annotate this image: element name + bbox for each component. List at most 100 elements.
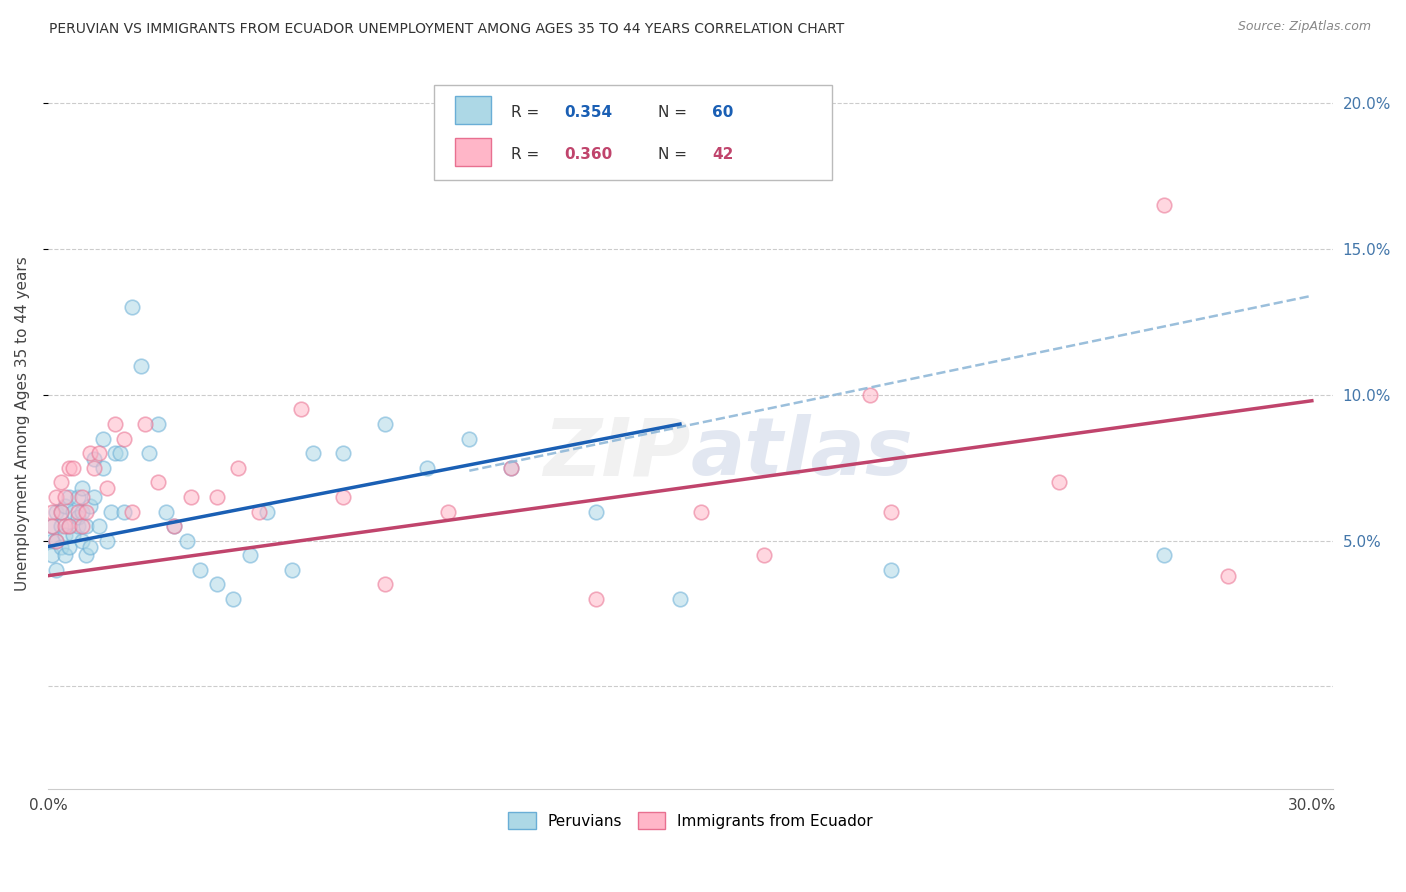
Point — [49, 504, 72, 518]
Point — [45, 533, 67, 548]
Point — [96, 533, 118, 548]
Text: 42: 42 — [713, 147, 734, 162]
Point — [205, 490, 228, 504]
Point — [501, 460, 523, 475]
Point — [49, 540, 72, 554]
Point — [58, 519, 80, 533]
Point — [70, 490, 93, 504]
Point — [75, 548, 97, 562]
Point — [41, 519, 63, 533]
Text: PERUVIAN VS IMMIGRANTS FROM ECUADOR UNEMPLOYMENT AMONG AGES 35 TO 44 YEARS CORRE: PERUVIAN VS IMMIGRANTS FROM ECUADOR UNEM… — [49, 22, 845, 37]
Point — [79, 499, 101, 513]
Y-axis label: Unemployment Among Ages 35 to 44 years: Unemployment Among Ages 35 to 44 years — [15, 257, 30, 591]
Point — [66, 519, 89, 533]
Point — [754, 548, 776, 562]
Point — [66, 504, 89, 518]
Point — [62, 460, 84, 475]
Point — [239, 548, 262, 562]
Point — [41, 504, 63, 518]
Point — [70, 504, 93, 518]
Point — [79, 446, 101, 460]
Point — [83, 452, 105, 467]
Text: Source: ZipAtlas.com: Source: ZipAtlas.com — [1237, 20, 1371, 33]
Point — [374, 417, 396, 431]
Point — [585, 504, 607, 518]
Point — [281, 563, 304, 577]
Point — [256, 504, 278, 518]
Point — [302, 446, 325, 460]
Point — [108, 446, 131, 460]
Point — [669, 592, 692, 607]
Point — [121, 301, 143, 315]
Text: R =: R = — [510, 147, 544, 162]
Point — [1216, 568, 1239, 582]
Point — [104, 417, 127, 431]
Point — [222, 592, 245, 607]
Point — [585, 592, 607, 607]
Text: N =: N = — [658, 105, 692, 120]
Point — [66, 490, 89, 504]
Point — [87, 446, 110, 460]
Text: ZIP: ZIP — [543, 414, 690, 492]
Point — [1153, 198, 1175, 212]
Point — [53, 499, 76, 513]
Point — [45, 490, 67, 504]
Point — [1153, 548, 1175, 562]
Point — [45, 504, 67, 518]
Point — [501, 460, 523, 475]
Point — [41, 519, 63, 533]
Point — [66, 510, 89, 524]
Point — [53, 490, 76, 504]
Text: R =: R = — [510, 105, 544, 120]
Point — [247, 504, 270, 518]
Point — [129, 359, 152, 373]
Point — [75, 504, 97, 518]
Point — [879, 504, 901, 518]
Point — [100, 504, 122, 518]
Point — [91, 460, 114, 475]
Point — [138, 446, 160, 460]
FancyBboxPatch shape — [456, 96, 491, 124]
Point — [62, 528, 84, 542]
Point — [58, 540, 80, 554]
Point — [163, 519, 186, 533]
Point — [879, 563, 901, 577]
Point — [49, 475, 72, 490]
Point — [62, 504, 84, 518]
Point — [70, 519, 93, 533]
Point — [146, 417, 169, 431]
Text: atlas: atlas — [690, 414, 914, 492]
Point — [70, 481, 93, 495]
FancyBboxPatch shape — [433, 85, 832, 180]
Point — [188, 563, 211, 577]
Point — [53, 548, 76, 562]
Point — [45, 533, 67, 548]
FancyBboxPatch shape — [456, 138, 491, 166]
Point — [690, 504, 713, 518]
Point — [458, 432, 481, 446]
Point — [205, 577, 228, 591]
Text: 0.360: 0.360 — [565, 147, 613, 162]
Text: 0.354: 0.354 — [565, 105, 613, 120]
Point — [91, 432, 114, 446]
Point — [180, 490, 202, 504]
Point — [58, 490, 80, 504]
Point — [416, 460, 439, 475]
Point — [121, 504, 143, 518]
Point — [58, 519, 80, 533]
Point — [53, 528, 76, 542]
Point — [49, 519, 72, 533]
Point — [155, 504, 177, 518]
Text: 60: 60 — [713, 105, 734, 120]
Point — [112, 504, 135, 518]
Point — [1047, 475, 1070, 490]
Point — [96, 481, 118, 495]
Point — [70, 533, 93, 548]
Point — [58, 460, 80, 475]
Point — [176, 533, 198, 548]
Point — [858, 388, 880, 402]
Point — [134, 417, 156, 431]
Point — [45, 563, 67, 577]
Point — [49, 504, 72, 518]
Legend: Peruvians, Immigrants from Ecuador: Peruvians, Immigrants from Ecuador — [502, 805, 879, 836]
